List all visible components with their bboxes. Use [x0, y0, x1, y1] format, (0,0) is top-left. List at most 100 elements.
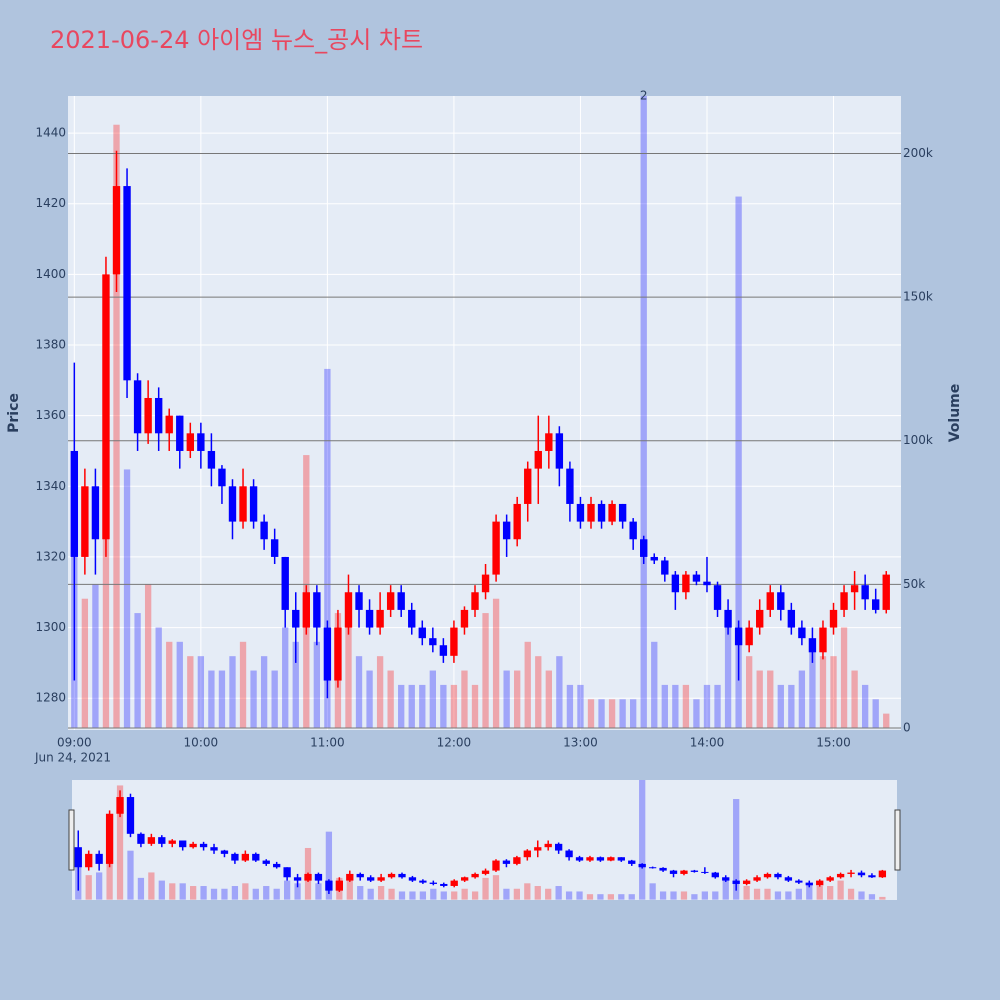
- volume-bar: [608, 699, 616, 728]
- y2-tick-label: 0: [903, 720, 911, 734]
- candle-body: [840, 592, 848, 610]
- candle-body: [703, 581, 711, 586]
- slider-volume-bar: [712, 891, 719, 900]
- candle-body: [629, 521, 637, 540]
- slider-volume-bar: [680, 891, 688, 900]
- volume-bar: [366, 670, 373, 728]
- slider-candle-body: [565, 850, 573, 858]
- slider-volume-bar: [252, 888, 259, 900]
- volume-bar: [123, 469, 131, 728]
- candle-body: [91, 486, 100, 540]
- candle-body: [260, 521, 268, 540]
- slider-handle-left[interactable]: [68, 809, 75, 871]
- candle-body: [798, 627, 806, 639]
- slider-volume-bar: [451, 891, 458, 900]
- slider-candle-body: [189, 843, 197, 848]
- slider-candle-body: [356, 873, 364, 878]
- volume-bar: [693, 699, 700, 728]
- candle-body: [450, 627, 458, 656]
- slider-candle-body: [335, 880, 343, 891]
- volume-bar: [376, 656, 384, 728]
- x-tick-label: 12:00: [437, 736, 472, 750]
- slider-volume-bar: [659, 891, 667, 900]
- slider-volume-bar: [148, 872, 155, 900]
- slider-volume-bar: [315, 883, 322, 900]
- candle-body: [777, 592, 785, 610]
- candle-body: [397, 592, 405, 610]
- candle-body: [429, 638, 437, 646]
- candle-body: [102, 274, 110, 540]
- y-tick-label: 1320: [35, 549, 66, 563]
- slider-candle-body: [179, 840, 187, 848]
- volume-bar: [514, 670, 521, 728]
- x-tick-label: 09:00: [57, 736, 92, 750]
- volume-bar: [724, 627, 732, 728]
- candle-body: [81, 486, 89, 557]
- slider-candle-body: [262, 860, 270, 864]
- slider-candle-body: [826, 877, 834, 881]
- volume-bar: [788, 684, 795, 728]
- candle-body: [365, 609, 374, 628]
- volume-bar: [798, 670, 806, 728]
- slider-volume-bar: [513, 888, 521, 900]
- slider-volume-bar: [137, 877, 145, 900]
- volume-bar: [271, 670, 278, 728]
- y-tick-label: 1440: [35, 126, 66, 140]
- slider-candle-body: [461, 877, 469, 881]
- slider-volume-bar: [283, 880, 291, 900]
- candle-body: [123, 186, 131, 381]
- chart-layer: 1280 1300 1320 1340 1360 1380 1400 1420 1440 09:0…: [35, 89, 933, 900]
- slider-volume-bar: [868, 894, 876, 900]
- slider-volume-bar: [743, 886, 750, 900]
- slider-candle-body: [669, 870, 678, 874]
- candle-body: [218, 468, 226, 487]
- y2-axis-title: Volume: [947, 384, 963, 443]
- x-date-label: Jun 24, 2021: [34, 751, 111, 765]
- slider-volume-bar: [116, 785, 124, 900]
- candle-body: [302, 592, 310, 628]
- slider-candle-body: [158, 837, 166, 844]
- slider-volume-bar: [639, 780, 646, 900]
- y-tick-label: 1420: [35, 196, 66, 210]
- candle-body: [207, 450, 216, 469]
- candle-body: [524, 468, 532, 504]
- slider-volume-bar: [430, 888, 437, 900]
- volume-bar: [577, 684, 584, 728]
- candle-body: [502, 521, 511, 540]
- slider-candle-body: [575, 857, 584, 861]
- slider-candle-body: [283, 867, 291, 878]
- slider-volume-bar: [471, 891, 479, 900]
- slider-volume-bar: [670, 891, 677, 900]
- slider-candle-body: [628, 860, 636, 864]
- volume-bar: [440, 684, 447, 728]
- slider-volume-bar: [398, 891, 406, 900]
- slider-candle-body: [273, 863, 281, 868]
- volume-bar: [745, 656, 753, 728]
- slider-candle-body: [429, 882, 437, 884]
- x-tick-label: 15:00: [816, 736, 851, 750]
- x-tick-label: 13:00: [563, 736, 598, 750]
- slider-volume-bar: [827, 886, 834, 900]
- slider-volume-bar: [753, 888, 761, 900]
- volume-bar: [102, 526, 110, 728]
- candle-body: [133, 380, 142, 434]
- candle-body: [386, 592, 395, 610]
- slider-candle-body: [502, 860, 511, 864]
- slider-candle-body: [722, 877, 730, 881]
- slider-volume-bar: [806, 883, 813, 900]
- volume-bar: [630, 699, 637, 728]
- x-tick-label: 14:00: [690, 736, 725, 750]
- candle-body: [492, 521, 500, 575]
- slider-candle-body: [116, 797, 124, 814]
- slider-volume-bar: [545, 888, 552, 900]
- slider-volume-bar: [858, 891, 865, 900]
- y2-tick-label: 200k: [903, 146, 933, 160]
- volume-bar: [703, 684, 711, 728]
- candle-body: [344, 592, 353, 628]
- slider-handle-right[interactable]: [894, 809, 901, 871]
- candle-body: [650, 556, 658, 561]
- y2-tick-label: 50k: [903, 577, 925, 591]
- slider-candle-body: [74, 847, 82, 868]
- slider-candle-body: [231, 853, 239, 861]
- y-tick-label: 1400: [35, 267, 66, 281]
